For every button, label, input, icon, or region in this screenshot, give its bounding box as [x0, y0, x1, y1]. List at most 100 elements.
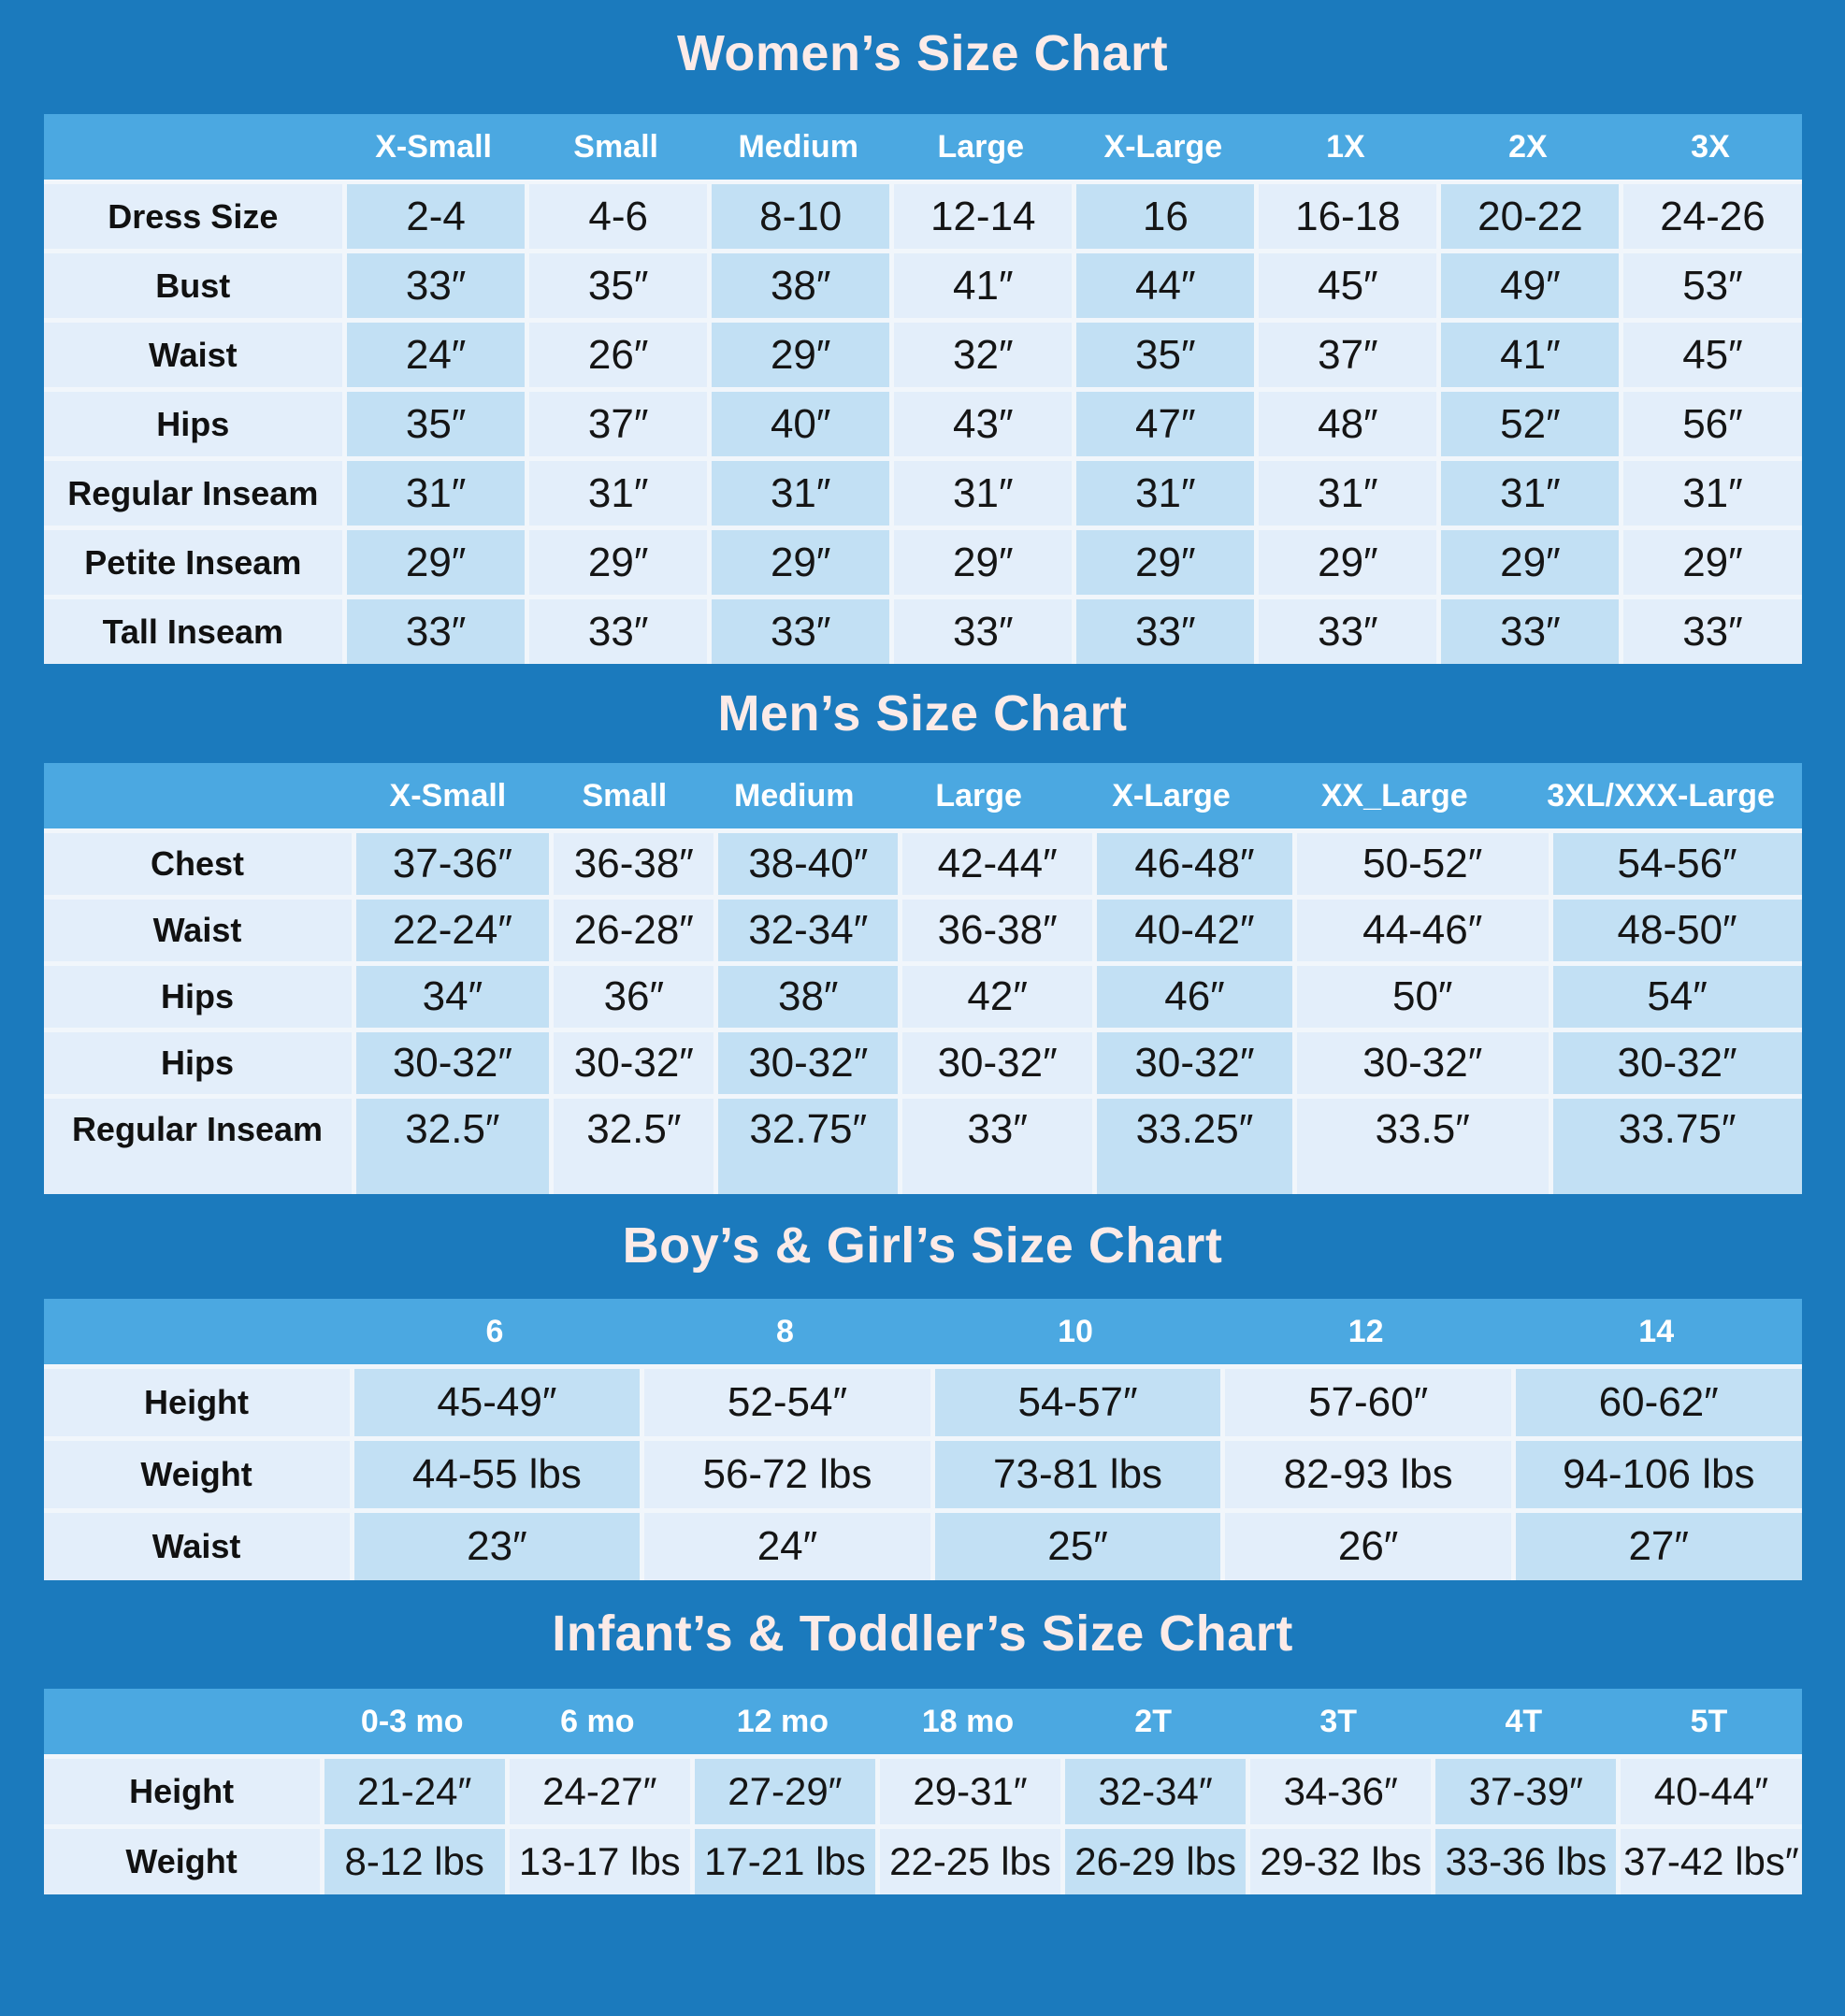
value-cell: 4-6 — [529, 184, 708, 249]
row-label: Dress Size — [43, 184, 343, 249]
value-cell: 54-56″ — [1552, 833, 1802, 895]
value-cell: 33″ — [1623, 599, 1802, 664]
column-header: X-Large — [1112, 777, 1231, 814]
value-cell: 24-26 — [1623, 184, 1802, 249]
row-label: Weight — [43, 1441, 350, 1508]
value-cell: 32″ — [894, 323, 1073, 387]
column-header: 8 — [776, 1313, 794, 1349]
value-cell: 31″ — [1076, 461, 1255, 526]
value-cell: 38″ — [718, 966, 899, 1028]
value-cell: 29-31″ — [879, 1759, 1061, 1824]
value-cell: 24-27″ — [509, 1759, 690, 1824]
men-size-chart-section: Men’s Size Chart X-Small Small Medium Large… — [0, 664, 1845, 1194]
column-header: 2X — [1508, 128, 1548, 165]
column-header: 10 — [1058, 1313, 1093, 1349]
value-cell: 48-50″ — [1552, 900, 1802, 961]
table-header-row: X-Small Small Medium Large X-Large XX_Large 3X… — [43, 763, 1802, 828]
value-cell: 57-60″ — [1225, 1369, 1511, 1436]
value-cell: 26-28″ — [554, 900, 714, 961]
value-cell: 33″ — [347, 599, 526, 664]
value-cell: 32-34″ — [1065, 1759, 1247, 1824]
value-cell: 26″ — [529, 323, 708, 387]
value-cell: 26-29 lbs — [1065, 1829, 1247, 1894]
column-header: 3XL/XXX-Large — [1547, 777, 1775, 814]
value-cell: 33″ — [1441, 599, 1620, 664]
value-cell: 30-32″ — [718, 1032, 899, 1094]
row-label: Height — [43, 1369, 350, 1436]
column-header: 6 — [485, 1313, 504, 1349]
table-body: Chest 37-36″ 36-38″ 38-40″ 42-44″ 46-48″ 50-52… — [43, 828, 1802, 1194]
column-header: Large — [937, 128, 1025, 165]
column-header: 3T — [1319, 1703, 1358, 1739]
row-label: Regular Inseam — [43, 461, 343, 526]
value-cell: 53″ — [1623, 253, 1802, 318]
value-cell: 49″ — [1441, 253, 1620, 318]
value-cell: 37-36″ — [355, 833, 550, 895]
column-header: XX_Large — [1320, 777, 1468, 814]
value-cell: 29″ — [1441, 530, 1620, 595]
column-header: Medium — [738, 128, 858, 165]
value-cell: 44-46″ — [1296, 900, 1549, 961]
value-cell: 24″ — [347, 323, 526, 387]
table-header-row: 6 8 10 12 14 — [43, 1299, 1802, 1364]
column-header: 14 — [1638, 1313, 1675, 1349]
row-label: Petite Inseam — [43, 530, 343, 595]
value-cell: 31″ — [347, 461, 526, 526]
value-cell: 13-17 lbs — [509, 1829, 690, 1894]
value-cell: 27-29″ — [694, 1759, 875, 1824]
value-cell: 37″ — [1259, 323, 1437, 387]
column-header: 18 mo — [921, 1703, 1015, 1739]
row-label: Waist — [43, 323, 343, 387]
table-header-row: 0-3 mo 6 mo 12 mo 18 mo 2T 3T 4T 5T — [43, 1689, 1802, 1754]
men-size-table: X-Small Small Medium Large X-Large XX_Large 3X… — [43, 763, 1802, 1194]
row-label: Weight — [43, 1829, 320, 1894]
value-cell: 8-12 lbs — [324, 1829, 505, 1894]
value-cell: 34-36″ — [1250, 1759, 1432, 1824]
column-header: 1X — [1326, 128, 1365, 165]
value-cell: 30-32″ — [554, 1032, 714, 1094]
men-chart-title: Men’s Size Chart — [717, 685, 1128, 742]
value-cell: 33″ — [902, 1099, 1093, 1194]
value-cell: 31″ — [1623, 461, 1802, 526]
value-cell: 44″ — [1076, 253, 1255, 318]
value-cell: 52-54″ — [644, 1369, 930, 1436]
value-cell: 34″ — [355, 966, 550, 1028]
value-cell: 33″ — [894, 599, 1073, 664]
value-cell: 94-106 lbs — [1515, 1441, 1802, 1508]
value-cell: 33″ — [1259, 599, 1437, 664]
value-cell: 33″ — [347, 253, 526, 318]
value-cell: 52″ — [1441, 392, 1620, 456]
value-cell: 33.25″ — [1097, 1099, 1292, 1194]
value-cell: 30-32″ — [902, 1032, 1093, 1094]
value-cell: 30-32″ — [355, 1032, 550, 1094]
value-cell: 37″ — [529, 392, 708, 456]
value-cell: 30-32″ — [1552, 1032, 1802, 1094]
value-cell: 31″ — [712, 461, 890, 526]
value-cell: 38-40″ — [718, 833, 899, 895]
value-cell: 37-39″ — [1435, 1759, 1617, 1824]
women-size-chart-section: Women’s Size Chart X-Small Small Medium Lar… — [0, 0, 1845, 664]
column-header: 6 mo — [560, 1703, 635, 1739]
value-cell: 20-22 — [1441, 184, 1620, 249]
column-header: 12 — [1348, 1313, 1384, 1349]
value-cell: 82-93 lbs — [1225, 1441, 1511, 1508]
value-cell: 22-25 lbs — [879, 1829, 1061, 1894]
value-cell: 40″ — [712, 392, 890, 456]
value-cell: 29″ — [347, 530, 526, 595]
boys-girls-chart-title: Boy’s & Girl’s Size Chart — [622, 1217, 1223, 1274]
boys-girls-size-chart-section: Boy’s & Girl’s Size Chart 6 8 10 12 14 Height… — [0, 1194, 1845, 1580]
column-header: X-Large — [1103, 128, 1223, 165]
column-header: Large — [935, 777, 1022, 814]
value-cell: 30-32″ — [1097, 1032, 1292, 1094]
value-cell: 42″ — [902, 966, 1093, 1028]
value-cell: 43″ — [894, 392, 1073, 456]
row-label: Waist — [43, 1513, 350, 1580]
table-body: Height 45-49″ 52-54″ 54-57″ 57-60″ 60-62″ Weig… — [43, 1364, 1802, 1580]
value-cell: 29″ — [712, 323, 890, 387]
column-header: 5T — [1690, 1703, 1728, 1739]
column-header: X-Small — [389, 777, 507, 814]
value-cell: 23″ — [353, 1513, 641, 1580]
value-cell: 31″ — [894, 461, 1073, 526]
value-cell: 41″ — [894, 253, 1073, 318]
value-cell: 48″ — [1259, 392, 1437, 456]
